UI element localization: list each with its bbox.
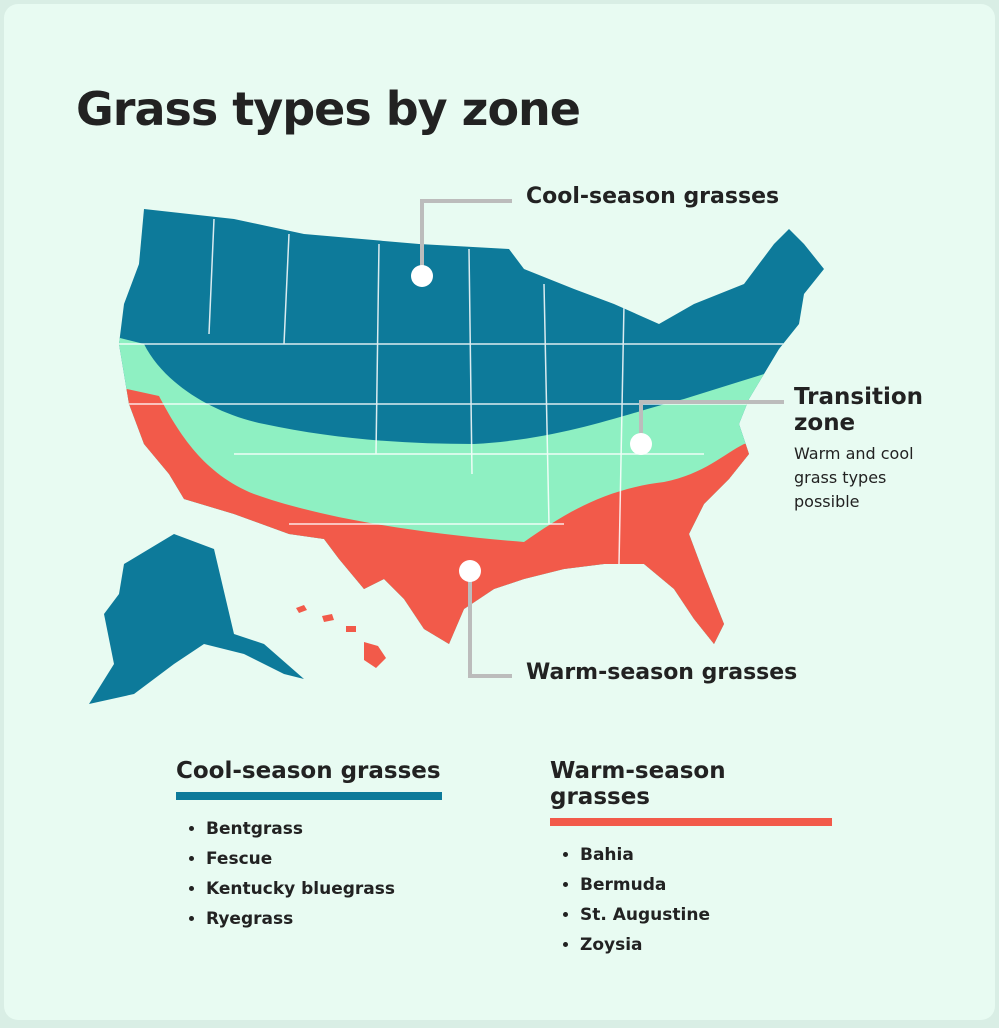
alaska (89, 534, 304, 704)
callout-lines (420, 199, 784, 678)
legend-item: St. Augustine (580, 900, 832, 930)
callout-label: Warm-season grasses (526, 660, 798, 685)
legend-item: Kentucky bluegrass (206, 874, 442, 904)
infographic: Grass types by zone Cool-season grasses … (4, 4, 995, 1020)
legend-heading: Warm-season grasses (550, 758, 726, 810)
callout-label: Transition zone (794, 384, 924, 436)
legend-list: BentgrassFescueKentucky bluegrassRyegras… (176, 814, 442, 934)
callout-note: Warm and cool grass types possible (794, 444, 914, 511)
legend-item: Ryegrass (206, 904, 442, 934)
callout-label: Cool-season grasses (526, 184, 780, 209)
legend-group: Warm-season grasses BahiaBermudaSt. Augus… (550, 758, 832, 960)
legend-item: Bentgrass (206, 814, 442, 844)
legend-bar (176, 792, 442, 800)
legend-group: Cool-season grasses BentgrassFescueKentuc… (176, 758, 442, 934)
legend-item: Fescue (206, 844, 442, 874)
hawaii (296, 605, 386, 668)
title: Grass types by zone (76, 82, 581, 136)
legend-item: Bermuda (580, 870, 832, 900)
callout-dots (411, 265, 652, 582)
legend-heading: Cool-season grasses (176, 758, 441, 784)
legend-list: BahiaBermudaSt. AugustineZoysia (550, 840, 832, 960)
state-borders (119, 218, 824, 565)
legend-item: Bahia (580, 840, 832, 870)
map (89, 199, 824, 704)
legend-item: Zoysia (580, 930, 832, 960)
legend-bar (550, 818, 832, 826)
